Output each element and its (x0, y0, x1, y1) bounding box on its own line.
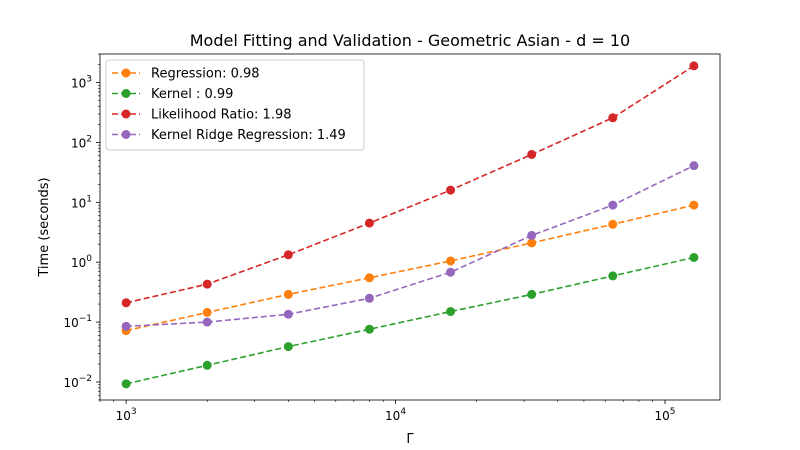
series-layer (121, 61, 699, 389)
legend-marker (121, 68, 131, 78)
legend-item: Regression: 0.98 (112, 67, 260, 82)
x-tick-label: 104 (385, 407, 406, 423)
series-0 (121, 200, 699, 336)
minor-ticks (98, 53, 653, 402)
legend-marker (121, 109, 131, 119)
data-point (202, 317, 212, 327)
data-point (364, 324, 374, 334)
data-point (364, 218, 374, 228)
x-axis-ticks: 103 104 105 (116, 400, 676, 423)
legend-marker (121, 89, 131, 98)
data-point (689, 161, 699, 171)
series-line (126, 164, 695, 328)
y-axis-ticks: 10−2 10−1 100 101 102 103 (63, 75, 100, 390)
data-point (689, 61, 699, 71)
legend-item: Likelihood Ratio: 1.98 (112, 108, 292, 123)
data-point (283, 309, 293, 319)
plot-area (99, 53, 721, 401)
legend-item: Kernel : 0.99 (112, 87, 233, 102)
legend-label: Kernel : 0.99 (151, 87, 233, 102)
y-tick-label: 10−2 (63, 374, 92, 390)
data-point (608, 271, 618, 281)
x-tick-label: 103 (116, 407, 137, 423)
data-point (202, 360, 212, 370)
y-tick-label: 101 (71, 194, 92, 210)
series-line (125, 65, 695, 304)
legend: Regression: 0.98 Kernel : 0.99 Likelihood … (105, 59, 365, 151)
data-point (446, 256, 456, 266)
series-2 (121, 61, 699, 308)
data-point (202, 279, 212, 289)
data-point (446, 307, 456, 317)
data-point (446, 185, 456, 195)
y-tick-label: 102 (71, 134, 92, 150)
legend-label: Likelihood Ratio: 1.98 (151, 108, 292, 123)
data-point (527, 149, 537, 159)
y-tick-label: 100 (71, 254, 92, 270)
data-point (608, 113, 618, 123)
legend-item: Kernel Ridge Regression: 1.49 (112, 128, 346, 143)
series-line (125, 204, 695, 332)
data-point (527, 230, 537, 240)
data-point (121, 321, 131, 331)
legend-box (105, 59, 365, 151)
data-point (283, 289, 293, 299)
legend-label: Regression: 0.98 (151, 67, 260, 82)
data-point (283, 250, 293, 260)
series-1 (121, 252, 699, 389)
y-tick-label: 10−1 (63, 314, 92, 330)
series-line (125, 256, 695, 385)
data-point (364, 293, 374, 303)
data-point (608, 200, 618, 210)
legend-label: Kernel Ridge Regression: 1.49 (151, 128, 346, 143)
y-tick-label: 103 (71, 75, 92, 91)
data-point (446, 267, 456, 277)
chart-title: Model Fitting and Validation - Geometric… (190, 31, 630, 50)
data-point (121, 298, 131, 308)
data-point (689, 200, 699, 210)
x-tick-label: 105 (654, 407, 675, 423)
data-point (527, 238, 537, 248)
data-point (364, 273, 374, 283)
data-point (527, 289, 537, 299)
data-point (121, 379, 131, 389)
legend-marker (121, 130, 131, 139)
data-point (202, 307, 212, 317)
series-3 (121, 161, 699, 331)
data-point (689, 252, 699, 262)
x-axis-label: Γ (406, 432, 414, 447)
y-axis-label: Time (seconds) (37, 177, 52, 277)
data-point (283, 342, 293, 352)
data-point (608, 219, 618, 229)
